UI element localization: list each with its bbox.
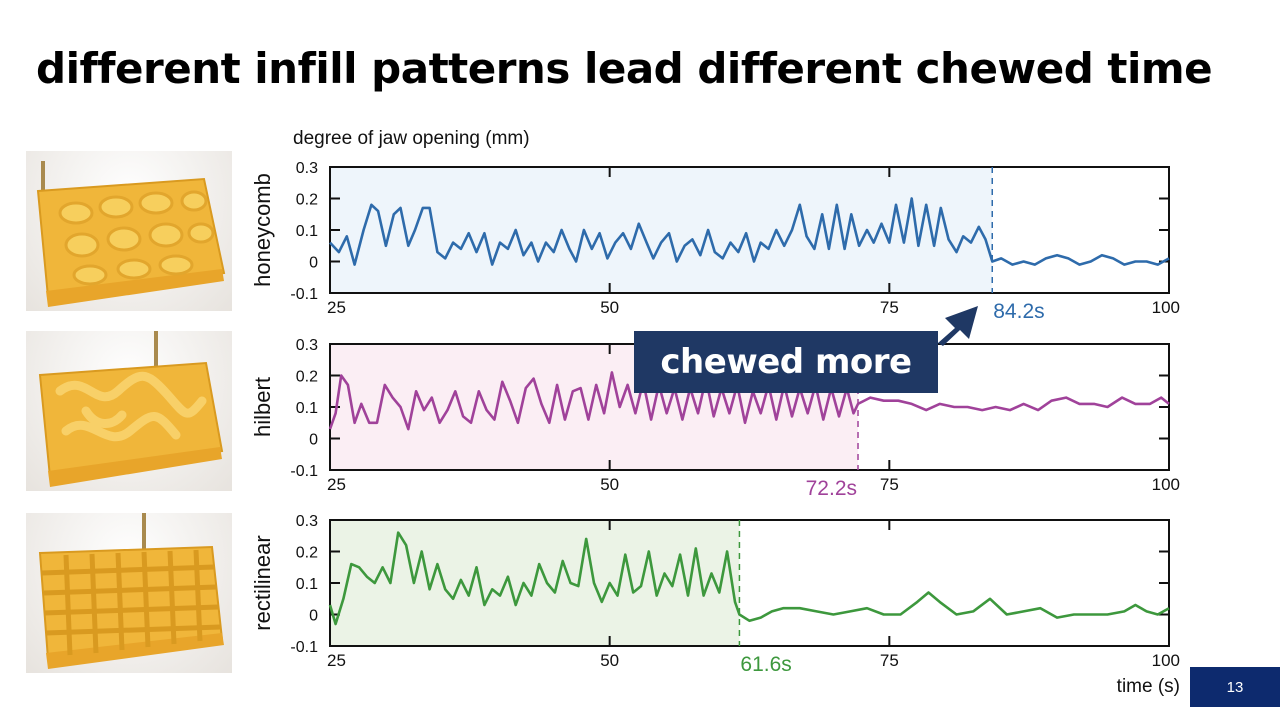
honeycomb-y-tick-label: 0.3 [296,160,318,177]
rectilinear-x-tick-label: 100 [1152,651,1180,670]
honeycomb-x-tick-label: 50 [600,298,619,317]
hilbert-x-tick-label: 100 [1152,475,1180,494]
hilbert-y-tick-label: 0.1 [296,400,318,417]
honeycomb-y-tick-label: 0 [309,255,318,272]
callout-arrow [938,306,978,346]
hilbert-y-tick-label: 0.2 [296,369,318,386]
honeycomb-y-tick-label: 0.1 [296,223,318,240]
rectilinear-y-tick-label: 0.3 [296,513,318,530]
rectilinear-x-tick-label: 75 [880,651,899,670]
honeycomb-x-tick-label: 100 [1152,298,1180,317]
hilbert-y-tick-label: 0.3 [296,337,318,354]
hilbert-x-tick-label: 75 [880,475,899,494]
rectilinear-end-time-label: 61.6s [740,653,791,676]
honeycomb-panel-label: honeycomb [250,173,275,287]
page-number: 13 [1226,678,1244,696]
hilbert-x-tick-label: 50 [600,475,619,494]
hilbert-sample-photo [26,331,232,491]
hilbert-series-line [328,371,1170,431]
honeycomb-x-tick-label: 25 [327,298,346,317]
hilbert-panel-label: hilbert [250,377,275,437]
hilbert-y-tick-label: 0 [309,432,318,449]
honeycomb-y-tick-label: -0.1 [290,286,318,303]
honeycomb-chewing-region [330,167,993,293]
y-axis-title: degree of jaw opening (mm) [293,128,530,149]
hilbert-y-tick-label: -0.1 [290,463,318,480]
page-number-badge: 13 [1190,667,1280,707]
rectilinear-x-tick-label: 25 [327,651,346,670]
rectilinear-series-line [328,531,1170,626]
chewed-more-callout: chewed more [634,331,938,393]
rectilinear-y-tick-label: -0.1 [290,639,318,656]
honeycomb-sample-image [36,161,226,307]
honeycomb-series-line [329,197,1170,266]
honeycomb-sample-photo [26,151,232,311]
rectilinear-y-tick-label: 0.2 [296,545,318,562]
rectilinear-x-tick-label: 50 [600,651,619,670]
rectilinear-panel-label: rectilinear [250,535,275,630]
honeycomb-x-tick-label: 75 [880,298,899,317]
rectilinear-sample-photo [26,513,232,673]
honeycomb-end-time-label: 84.2s [993,300,1044,323]
hilbert-end-time-label: 72.2s [806,477,857,500]
hilbert-x-tick-label: 25 [327,475,346,494]
x-axis-title: time (s) [1117,676,1180,697]
rectilinear-y-tick-label: 0 [309,608,318,625]
rectilinear-y-tick-label: 0.1 [296,576,318,593]
honeycomb-y-tick-label: 0.2 [296,192,318,209]
rectilinear-sample-image [38,513,224,669]
slide-title: different infill patterns lead different… [36,44,1213,93]
hilbert-sample-image [38,331,224,487]
